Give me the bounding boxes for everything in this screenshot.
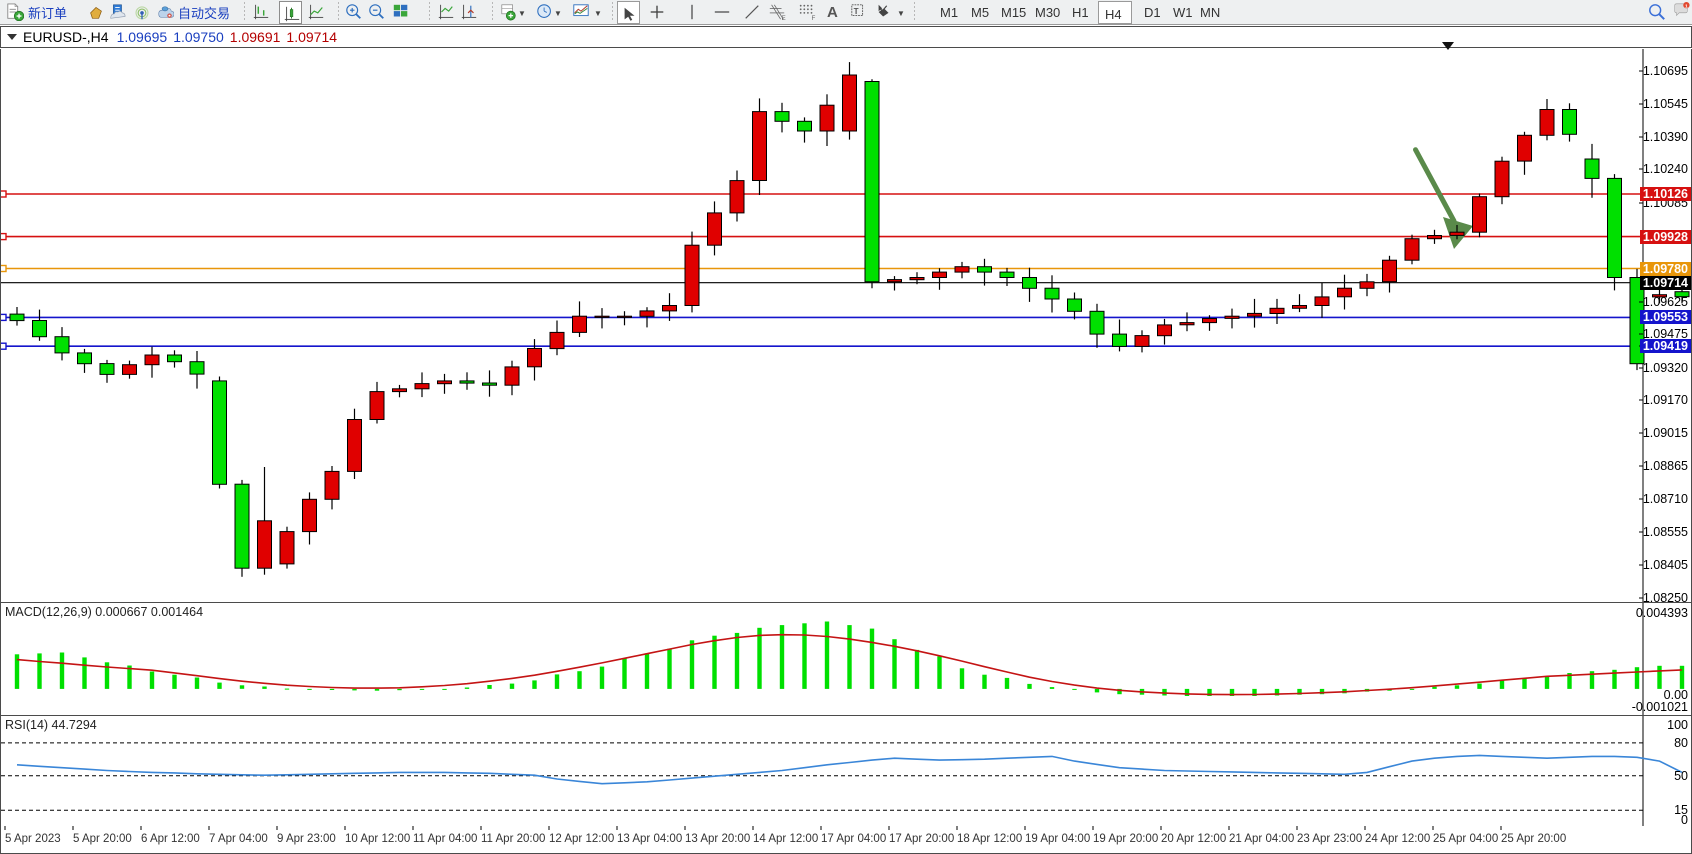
svg-text:T: T — [854, 7, 859, 16]
svg-text:E: E — [782, 15, 786, 21]
svg-text:F: F — [812, 15, 816, 21]
svg-text:1: 1 — [1685, 4, 1688, 10]
